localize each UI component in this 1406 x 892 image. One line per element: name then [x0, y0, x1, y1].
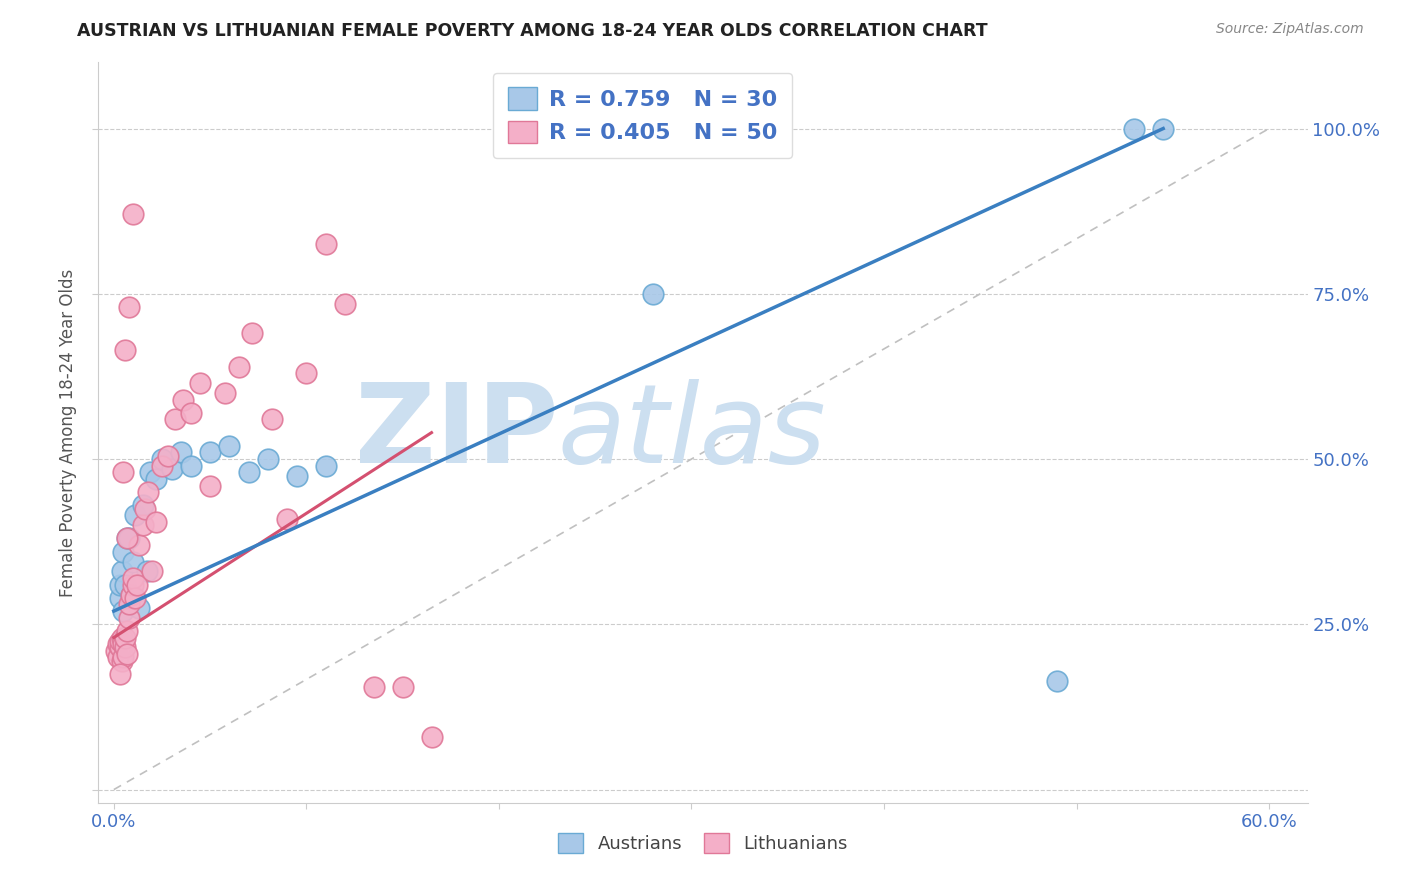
Point — [257, 452, 280, 467]
Text: Source: ZipAtlas.com: Source: ZipAtlas.com — [1216, 22, 1364, 37]
Point — [122, 555, 145, 569]
Point — [110, 654, 132, 668]
Point — [117, 624, 139, 638]
Point — [120, 588, 142, 602]
Point — [128, 600, 150, 615]
Point — [228, 359, 250, 374]
Point — [641, 286, 664, 301]
Point — [238, 465, 260, 479]
Point — [135, 565, 157, 579]
Point — [1046, 673, 1069, 688]
Point — [118, 532, 141, 546]
Point — [112, 604, 135, 618]
Text: atlas: atlas — [558, 379, 827, 486]
Point — [117, 647, 139, 661]
Point — [125, 577, 148, 591]
Point — [333, 296, 356, 310]
Point — [110, 631, 132, 645]
Legend: Austrians, Lithuanians: Austrians, Lithuanians — [551, 826, 855, 861]
Point — [156, 449, 179, 463]
Point — [180, 458, 202, 473]
Point — [108, 666, 131, 681]
Point — [112, 465, 135, 479]
Point — [118, 598, 141, 612]
Point — [118, 611, 141, 625]
Point — [139, 465, 162, 479]
Point — [108, 591, 131, 605]
Y-axis label: Female Poverty Among 18-24 Year Olds: Female Poverty Among 18-24 Year Olds — [59, 268, 77, 597]
Point — [420, 730, 443, 744]
Text: ZIP: ZIP — [354, 379, 558, 486]
Point — [295, 366, 318, 380]
Point — [114, 631, 136, 645]
Point — [141, 565, 163, 579]
Point — [108, 577, 131, 591]
Point — [107, 637, 129, 651]
Point — [117, 532, 139, 546]
Point — [363, 680, 385, 694]
Point — [112, 637, 135, 651]
Point — [170, 445, 193, 459]
Text: AUSTRIAN VS LITHUANIAN FEMALE POVERTY AMONG 18-24 YEAR OLDS CORRELATION CHART: AUSTRIAN VS LITHUANIAN FEMALE POVERTY AM… — [77, 22, 988, 40]
Point — [114, 343, 136, 357]
Point — [128, 538, 150, 552]
Point — [120, 588, 142, 602]
Point — [112, 650, 135, 665]
Point — [260, 412, 283, 426]
Point — [138, 485, 160, 500]
Point — [108, 633, 131, 648]
Point — [150, 452, 173, 467]
Point — [165, 412, 187, 426]
Point — [108, 640, 131, 655]
Point — [134, 501, 156, 516]
Point — [145, 515, 167, 529]
Point — [198, 445, 221, 459]
Point — [218, 439, 240, 453]
Point — [285, 468, 308, 483]
Point — [104, 644, 127, 658]
Point — [114, 640, 136, 655]
Point — [122, 207, 145, 221]
Point — [391, 680, 413, 694]
Point — [124, 591, 146, 605]
Point — [117, 532, 139, 546]
Point — [110, 565, 132, 579]
Point — [1123, 121, 1146, 136]
Point — [107, 650, 129, 665]
Point — [131, 518, 153, 533]
Point — [114, 577, 136, 591]
Point — [145, 472, 167, 486]
Point — [214, 386, 236, 401]
Point — [122, 577, 145, 591]
Point — [190, 376, 212, 390]
Point — [122, 571, 145, 585]
Point — [112, 544, 135, 558]
Point — [131, 499, 153, 513]
Point — [242, 326, 264, 341]
Point — [160, 462, 183, 476]
Point — [118, 300, 141, 314]
Point — [198, 478, 221, 492]
Point — [150, 458, 173, 473]
Point — [172, 392, 194, 407]
Point — [180, 406, 202, 420]
Point — [315, 458, 337, 473]
Point — [315, 237, 337, 252]
Point — [276, 511, 298, 525]
Point — [124, 508, 146, 523]
Point — [1152, 121, 1174, 136]
